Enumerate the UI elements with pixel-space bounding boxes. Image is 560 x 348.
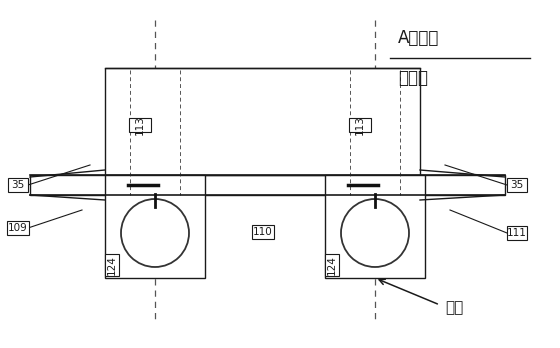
Bar (105, 68, 420, 175)
Bar (325, 254, 339, 276)
Bar (129, 118, 151, 132)
Bar (105, 175, 205, 278)
Text: 35: 35 (510, 180, 524, 190)
Ellipse shape (341, 199, 409, 267)
Bar (325, 175, 425, 278)
Text: 124: 124 (107, 255, 117, 275)
Bar (30, 175, 505, 195)
Bar (507, 226, 527, 240)
Text: 35: 35 (11, 180, 25, 190)
Text: 113: 113 (355, 115, 365, 135)
Bar (507, 178, 527, 192)
Text: 111: 111 (507, 228, 527, 238)
Text: 113: 113 (135, 115, 145, 135)
Text: 光顶紧: 光顶紧 (398, 69, 428, 87)
Text: 124: 124 (327, 255, 337, 275)
Bar (349, 118, 371, 132)
Bar (7, 221, 29, 235)
Text: 坡口: 坡口 (445, 301, 463, 316)
Ellipse shape (121, 199, 189, 267)
Bar (252, 225, 274, 239)
Bar (105, 254, 119, 276)
Text: 110: 110 (253, 227, 273, 237)
Text: A平面磨: A平面磨 (398, 29, 440, 47)
Text: 109: 109 (8, 223, 28, 233)
Bar (8, 178, 28, 192)
